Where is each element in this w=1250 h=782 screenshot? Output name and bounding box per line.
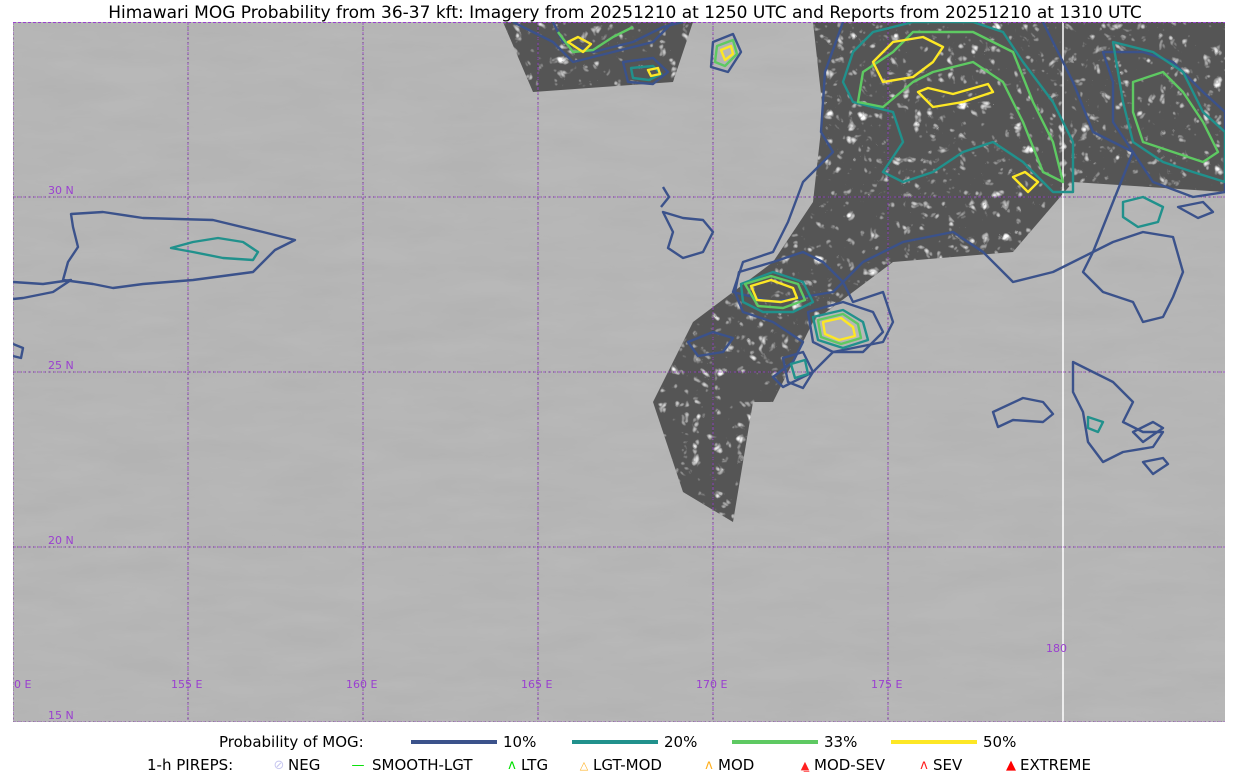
contour-20-percent — [841, 22, 1075, 194]
contour-10-percent — [660, 186, 671, 208]
contour-10-percent — [1071, 360, 1165, 464]
longitude-label: 170 E — [696, 678, 727, 691]
contour-50-percent — [821, 316, 857, 342]
contour-20-percent — [1111, 40, 1225, 184]
contour-20-percent — [789, 358, 810, 380]
legend-level-label: 20% — [664, 733, 698, 751]
pirep-legend-label: EXTREME — [1020, 756, 1091, 774]
pirep-legend-label: NEG — [288, 756, 321, 774]
contour-50-percent — [646, 66, 662, 78]
legend-swatch — [732, 740, 818, 744]
contour-33-percent — [743, 274, 807, 310]
contour-10-percent — [621, 56, 670, 86]
contour-10-percent — [551, 22, 684, 54]
probability-legend-label: Probability of MOG: — [219, 733, 364, 751]
contour-10-percent — [13, 342, 25, 360]
legend-swatch — [572, 740, 658, 744]
contour-10-percent — [686, 330, 735, 358]
neg-circle-icon: ⊘ — [273, 757, 285, 773]
longitude-label: 150 E — [13, 678, 31, 691]
filled-triangle-icon: ▲ — [1006, 757, 1016, 773]
contour-33-percent — [816, 312, 863, 346]
longitude-label: 155 E — [171, 678, 202, 691]
legend-level-10pct: 10% — [411, 733, 536, 751]
legend-level-20pct: 20% — [572, 733, 697, 751]
contour-20-percent — [1086, 415, 1105, 434]
contour-50-percent — [1011, 170, 1040, 194]
pirep-legend-label: LTG — [521, 756, 549, 774]
caret-bar-icon: △ — [579, 758, 589, 772]
pirep-legend-neg: ⊘ NEG — [272, 756, 321, 774]
legend-level-label: 33% — [824, 733, 858, 751]
contour-20-percent — [629, 64, 663, 82]
contour-20-percent — [169, 236, 260, 262]
caret-icon: ʌ — [705, 757, 713, 773]
contour-33-percent — [713, 38, 739, 68]
pirep-legend-mod: ʌ MOD — [702, 756, 754, 774]
contour-10-percent — [512, 22, 674, 64]
legend-level-label: 10% — [503, 733, 537, 751]
legend-swatch — [891, 740, 977, 744]
contour-33-percent — [557, 25, 634, 54]
pirep-legend-ltg: ʌ LTG — [505, 756, 548, 774]
caret-icon: ʌ — [508, 757, 516, 773]
contour-10-percent — [991, 396, 1055, 429]
legend-level-50pct: 50% — [891, 733, 1016, 751]
contour-10-percent — [1101, 50, 1225, 199]
lat-lon-grid — [13, 22, 1225, 722]
contour-50-percent — [916, 82, 995, 109]
legend-level-label: 50% — [983, 733, 1017, 751]
pirep-legend-mod-sev: ▲̲ MOD-SEV — [798, 756, 885, 774]
contour-33-percent — [856, 30, 1065, 184]
contour-10-percent — [806, 300, 885, 354]
contour-10-percent — [661, 210, 715, 260]
contour-50-percent — [566, 35, 593, 54]
latitude-label: 25 N — [48, 359, 74, 372]
contour-50-percent — [749, 278, 799, 304]
line-icon: — — [351, 757, 365, 773]
double-caret-icon: ʌ — [920, 757, 928, 773]
latitude-label: 20 N — [48, 534, 74, 547]
pirep-legend-sev: ʌ SEV — [917, 756, 962, 774]
satellite-map: 150 E 155 E 160 E 165 E 170 E 175 E 180 30 N 25 … — [13, 22, 1225, 722]
contour-10-percent — [1081, 230, 1185, 324]
latitude-label: 15 N — [48, 709, 74, 722]
map-title: Himawari MOG Probability from 36-37 kft:… — [108, 3, 1142, 23]
pirep-legend-label: LGT-MOD — [593, 756, 662, 774]
contour-10-percent — [1176, 200, 1215, 220]
pirep-legend-smooth-lgt: — SMOOTH-LGT — [346, 756, 473, 774]
legend-level-33pct: 33% — [732, 733, 857, 751]
latitude-label: 30 N — [48, 184, 74, 197]
contour-10-percent — [1131, 420, 1165, 444]
legend-swatch — [411, 740, 497, 744]
contour-20-percent — [811, 308, 870, 350]
mog-probability-contours — [13, 22, 1225, 476]
pirep-legend-label: MOD — [718, 756, 755, 774]
pirep-legend-extreme: ▲ EXTREME — [1004, 756, 1091, 774]
contour-50-percent — [719, 44, 735, 62]
pirep-legend-label: SEV — [933, 756, 963, 774]
double-caret-bar-icon: ▲̲ — [800, 758, 810, 772]
longitude-label: 165 E — [521, 678, 552, 691]
longitude-label: 160 E — [346, 678, 377, 691]
contour-10-percent — [1141, 456, 1170, 476]
contour-10-percent — [13, 278, 73, 301]
pirep-legend-label: MOD-SEV — [814, 756, 885, 774]
longitude-label: 180 — [1046, 642, 1067, 655]
pirep-legend-label: SMOOTH-LGT — [372, 756, 473, 774]
contour-20-percent — [739, 270, 815, 314]
contour-50-percent — [871, 35, 945, 84]
contour-20-percent — [1121, 195, 1165, 229]
contour-10-percent — [709, 32, 743, 74]
contour-33-percent — [1131, 70, 1220, 164]
grid-labels: 150 E 155 E 160 E 165 E 170 E 175 E 180 30 N 25 … — [13, 184, 1067, 722]
longitude-label: 175 E — [871, 678, 902, 691]
pireps-legend-label: 1-h PIREPS: — [147, 756, 234, 774]
contour-10-percent — [781, 350, 815, 390]
contour-10-percent — [61, 210, 297, 290]
pirep-legend-lgt-mod: △ LGT-MOD — [577, 756, 662, 774]
